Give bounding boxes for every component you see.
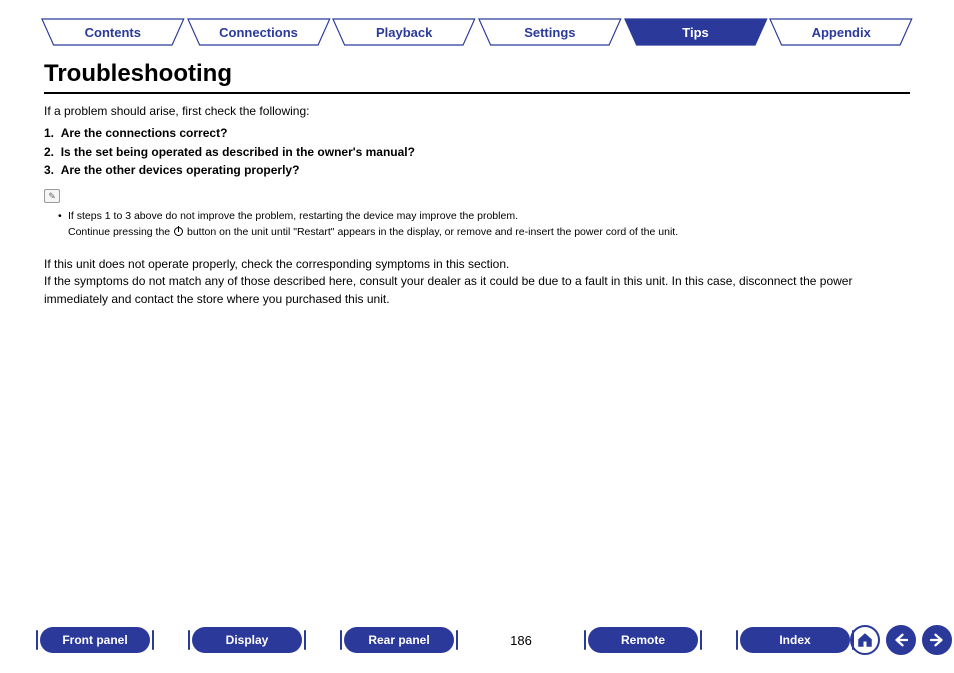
- tab-settings[interactable]: Settings: [477, 18, 623, 46]
- rear-panel-button[interactable]: Rear panel: [344, 627, 454, 653]
- page-number: 186: [496, 633, 546, 648]
- pencil-note-icon: ✎: [44, 189, 60, 203]
- note-continuation: Continue pressing the button on the unit…: [68, 225, 910, 240]
- page-content: Troubleshooting If a problem should aris…: [0, 46, 954, 308]
- tab-label: Connections: [219, 25, 298, 40]
- checklist-item: 2. Is the set being operated as describe…: [44, 143, 910, 162]
- checklist: 1. Are the connections correct? 2. Is th…: [44, 124, 910, 180]
- bottom-nav-buttons: Front panel Display Rear panel 186 Remot…: [40, 627, 850, 653]
- remote-button[interactable]: Remote: [588, 627, 698, 653]
- bottom-nav: Front panel Display Rear panel 186 Remot…: [0, 625, 954, 655]
- tab-connections[interactable]: Connections: [186, 18, 332, 46]
- checklist-item: 3. Are the other devices operating prope…: [44, 161, 910, 180]
- intro-text: If a problem should arise, first check t…: [44, 104, 910, 118]
- tab-label: Settings: [524, 25, 575, 40]
- arrow-left-icon[interactable]: [886, 625, 916, 655]
- paragraph: If this unit does not operate properly, …: [44, 256, 910, 273]
- tab-label: Contents: [85, 25, 141, 40]
- power-icon: [174, 227, 183, 236]
- page-title: Troubleshooting: [44, 60, 910, 94]
- note-block: •If steps 1 to 3 above do not improve th…: [58, 209, 910, 239]
- display-button[interactable]: Display: [192, 627, 302, 653]
- tab-contents[interactable]: Contents: [40, 18, 186, 46]
- tab-label: Tips: [682, 25, 709, 40]
- index-button[interactable]: Index: [740, 627, 850, 653]
- front-panel-button[interactable]: Front panel: [40, 627, 150, 653]
- home-icon[interactable]: [850, 625, 880, 655]
- tab-appendix[interactable]: Appendix: [768, 18, 914, 46]
- checklist-item: 1. Are the connections correct?: [44, 124, 910, 143]
- arrow-right-icon[interactable]: [922, 625, 952, 655]
- tab-label: Appendix: [812, 25, 871, 40]
- note-bullet-text: If steps 1 to 3 above do not improve the…: [68, 209, 518, 224]
- tab-playback[interactable]: Playback: [331, 18, 477, 46]
- paragraph: If the symptoms do not match any of thos…: [44, 273, 910, 308]
- tab-tips[interactable]: Tips: [623, 18, 769, 46]
- tab-label: Playback: [376, 25, 432, 40]
- nav-icons: [850, 625, 952, 655]
- top-tab-bar: Contents Connections Playback Settings T…: [0, 0, 954, 46]
